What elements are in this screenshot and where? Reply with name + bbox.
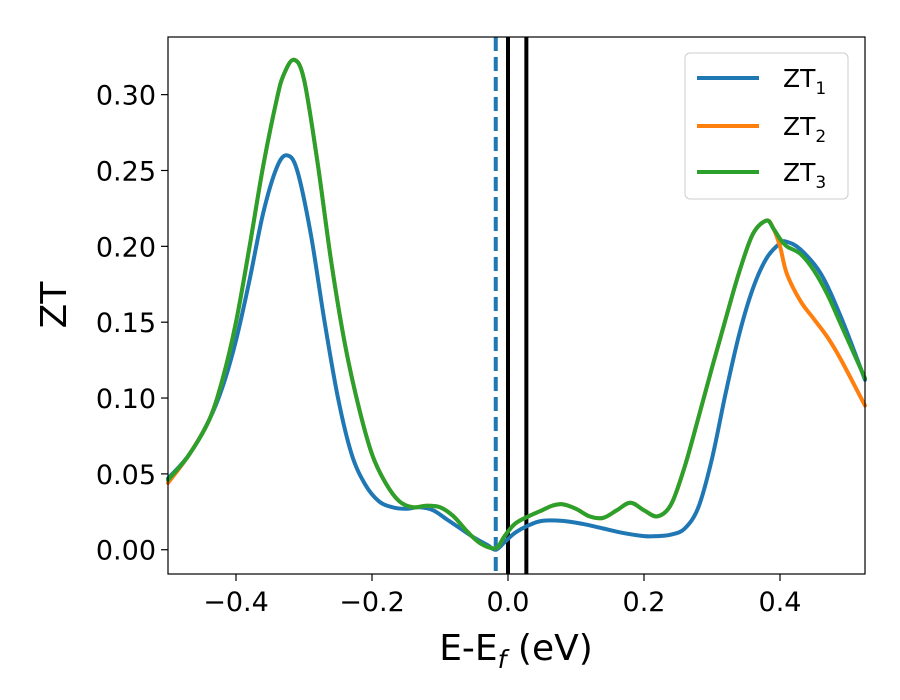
- legend-label-2: ZT2: [783, 112, 826, 147]
- x-tick-label: −0.4: [203, 587, 269, 618]
- legend-label-3: ZT3: [783, 158, 826, 193]
- y-tick-label: 0.15: [96, 308, 156, 339]
- legend-label-2-sub: 2: [815, 127, 826, 147]
- y-tick-label: 0.10: [96, 384, 156, 415]
- legend-label-2-main: ZT: [783, 112, 816, 141]
- x-tick-label: 0.2: [623, 587, 666, 618]
- x-axis-title: E-Ef (eV): [439, 628, 593, 674]
- y-axis-ticks: 0.00 0.05 0.10 0.15 0.20 0.25 0.30: [96, 81, 168, 567]
- legend-label-3-main: ZT: [783, 158, 816, 187]
- y-tick-label: 0.25: [96, 156, 156, 187]
- y-axis-title: ZT: [34, 281, 75, 329]
- x-tick-label: 0.0: [487, 587, 530, 618]
- y-tick-label: 0.05: [96, 460, 156, 491]
- series-lines: [166, 57, 867, 552]
- y-tick-label: 0.20: [96, 232, 156, 263]
- legend-label-1: ZT1: [783, 64, 826, 99]
- reference-lines: [493, 37, 529, 574]
- legend-box: [684, 52, 849, 200]
- y-tick-label: 0.30: [96, 81, 156, 112]
- x-tick-label: 0.4: [759, 587, 802, 618]
- legend-label-1-main: ZT: [783, 64, 816, 93]
- legend-label-3-sub: 3: [815, 173, 826, 193]
- x-axis-title-unit: (eV): [506, 628, 592, 669]
- series-line-zt3: [166, 57, 867, 551]
- plot-frame: [167, 36, 866, 575]
- legend: ZT1 ZT2 ZT3: [684, 52, 849, 200]
- legend-label-1-sub: 1: [815, 79, 826, 99]
- x-axis-ticks: −0.4 −0.2 0.0 0.2 0.4: [203, 574, 801, 618]
- x-tick-label: −0.2: [339, 587, 405, 618]
- y-tick-label: 0.00: [96, 536, 156, 567]
- x-axis-title-main: E-E: [439, 628, 497, 669]
